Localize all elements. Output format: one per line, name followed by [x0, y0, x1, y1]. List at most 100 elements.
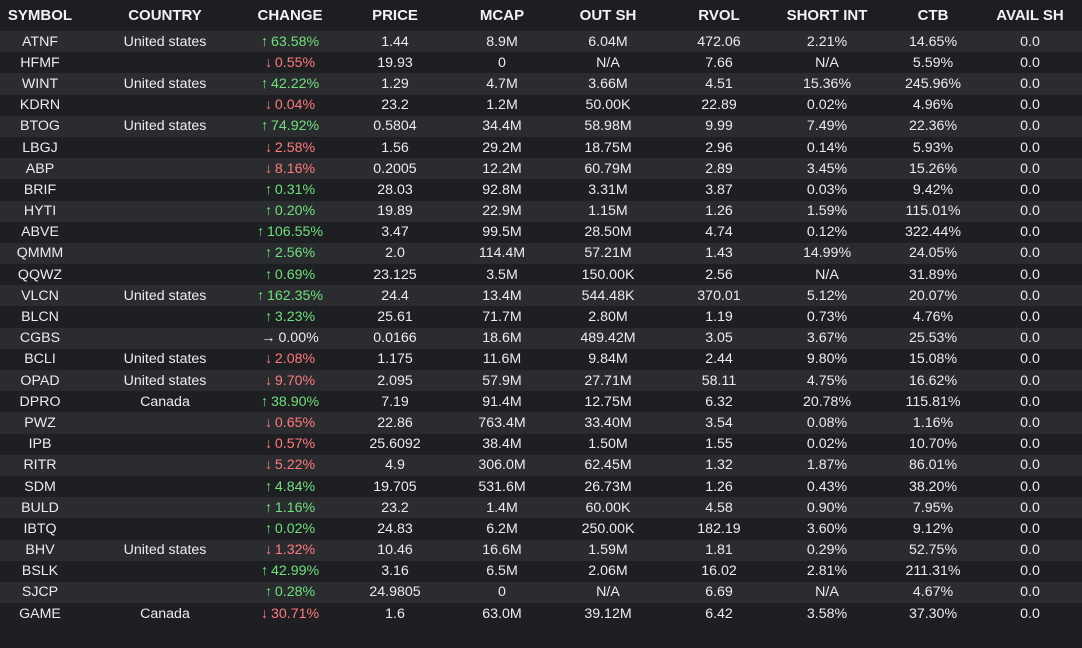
cell-change: ↓ 0.04% — [250, 94, 330, 116]
cell-ctb: 15.08% — [888, 348, 978, 370]
cell-out-sh: 18.75M — [544, 136, 672, 159]
cell-avail-sh: 0.0 — [978, 200, 1082, 222]
table-row[interactable]: IPB ↓ 0.57% 25.6092 38.4M 1.50M 1.55 0.02% 10.70… — [0, 433, 1082, 455]
cell-ctb: 25.53% — [888, 327, 978, 349]
table-row[interactable]: BCLI United states ↓ 2.08% 1.175 11.6M 9.84M 2.… — [0, 348, 1082, 370]
table-row[interactable]: BULD ↑ 1.16% 23.2 1.4M 60.00K 4.58 0.90% 7.95% 0.… — [0, 497, 1082, 519]
column-header-mcap[interactable]: MCAP — [460, 0, 544, 31]
cell-out-sh: 39.12M — [544, 603, 672, 625]
cell-change: ↓ 30.71% — [250, 603, 330, 625]
column-header-rvol[interactable]: RVOL — [672, 0, 766, 31]
cell-rvol: 6.42 — [672, 603, 766, 625]
table-row[interactable]: BHV United states ↓ 1.32% 10.46 16.6M 1.59M 1.8… — [0, 539, 1082, 561]
change-value: 4.84% — [274, 478, 316, 495]
arrow-up-icon: ↑ — [264, 584, 272, 601]
cell-mcap: 63.0M — [460, 603, 544, 625]
arrow-up-icon: ↑ — [264, 266, 272, 283]
change-value: 1.32% — [274, 542, 316, 559]
column-header-ctb[interactable]: CTB — [888, 0, 978, 31]
cell-short-int: 0.02% — [766, 433, 888, 455]
table-row[interactable]: SJCP ↑ 0.28% 24.9805 0 N/A 6.69 N/A 4.67% 0.0 — [0, 581, 1082, 604]
cell-change: ↑ 38.90% — [250, 391, 330, 413]
table-row[interactable]: WINT United states ↑ 42.22% 1.29 4.7M 3.66M 4.5… — [0, 73, 1082, 95]
table-row[interactable]: PWZ ↓ 0.65% 22.86 763.4M 33.40M 3.54 0.08% 1.16%… — [0, 412, 1082, 434]
change-value: 30.71% — [270, 605, 320, 622]
table-row[interactable]: SDM ↑ 4.84% 19.705 531.6M 26.73M 1.26 0.43% 38.2… — [0, 475, 1082, 498]
cell-mcap: 1.2M — [460, 94, 544, 116]
table-row[interactable]: DPRO Canada ↑ 38.90% 7.19 91.4M 12.75M 6.32 20.7… — [0, 391, 1082, 413]
cell-avail-sh: 0.0 — [978, 94, 1082, 116]
cell-price: 23.2 — [330, 497, 460, 519]
cell-rvol: 4.51 — [672, 73, 766, 95]
cell-change: ↑ 2.56% — [250, 242, 330, 265]
column-header-short-int[interactable]: SHORT INT — [766, 0, 888, 31]
table-row[interactable]: BRIF ↑ 0.31% 28.03 92.8M 3.31M 3.87 0.03% 9.42% 0… — [0, 179, 1082, 201]
table-row[interactable]: KDRN ↓ 0.04% 23.2 1.2M 50.00K 22.89 0.02% 4.96% 0… — [0, 94, 1082, 116]
cell-rvol: 16.02 — [672, 560, 766, 582]
cell-short-int: 3.67% — [766, 327, 888, 349]
cell-price: 2.095 — [330, 370, 460, 392]
change-value: 42.22% — [270, 75, 320, 92]
cell-symbol: RITR — [0, 454, 80, 476]
table-row[interactable]: QQWZ ↑ 0.69% 23.125 3.5M 150.00K 2.56 N/A 31.89%… — [0, 264, 1082, 286]
cell-country — [80, 475, 250, 498]
cell-short-int: 15.36% — [766, 73, 888, 95]
column-header-out-sh[interactable]: OUT SH — [544, 0, 672, 31]
cell-country: United states — [80, 348, 250, 370]
table-row[interactable]: BTOG United states ↑ 74.92% 0.5804 34.4M 58.98… — [0, 115, 1082, 137]
table-row[interactable]: IBTQ ↑ 0.02% 24.83 6.2M 250.00K 182.19 3.60% 9.1… — [0, 518, 1082, 540]
table-row[interactable]: HFMF ↓ 0.55% 19.93 0 N/A 7.66 N/A 5.59% 0.0 — [0, 52, 1082, 74]
cell-country — [80, 179, 250, 201]
cell-avail-sh: 0.0 — [978, 221, 1082, 243]
table-row[interactable]: QMMM ↑ 2.56% 2.0 114.4M 57.21M 1.43 14.99% 24.05… — [0, 242, 1082, 265]
table-row[interactable]: VLCN United states ↑ 162.35% 24.4 13.4M 544.48… — [0, 285, 1082, 307]
column-header-change[interactable]: CHANGE — [250, 0, 330, 31]
table-row[interactable]: OPAD United states ↓ 9.70% 2.095 57.9M 27.71M 5… — [0, 370, 1082, 392]
column-header-avail-sh[interactable]: AVAIL SH — [978, 0, 1082, 31]
arrow-up-icon: ↑ — [264, 181, 272, 198]
cell-short-int: 0.43% — [766, 475, 888, 498]
change-value: 2.56% — [274, 245, 316, 262]
change-value: 5.22% — [274, 457, 316, 474]
arrow-up-icon: ↑ — [264, 309, 272, 326]
arrow-down-icon: ↓ — [264, 54, 272, 71]
cell-mcap: 8.9M — [460, 31, 544, 53]
table-row[interactable]: ABP ↓ 8.16% 0.2005 12.2M 60.79M 2.89 3.45% 15.26… — [0, 158, 1082, 180]
cell-avail-sh: 0.0 — [978, 136, 1082, 159]
cell-out-sh: 27.71M — [544, 370, 672, 392]
cell-rvol: 472.06 — [672, 31, 766, 53]
cell-price: 1.44 — [330, 31, 460, 53]
table-row[interactable]: BSLK ↑ 42.99% 3.16 6.5M 2.06M 16.02 2.81% 211.31… — [0, 560, 1082, 582]
cell-ctb: 115.01% — [888, 200, 978, 222]
arrow-up-icon: ↑ — [260, 118, 268, 135]
table-row[interactable]: ATNF United states ↑ 63.58% 1.44 8.9M 6.04M 472… — [0, 31, 1082, 53]
table-row[interactable]: HYTI ↑ 0.20% 19.89 22.9M 1.15M 1.26 1.59% 115.01… — [0, 200, 1082, 222]
cell-price: 1.6 — [330, 603, 460, 625]
column-header-country[interactable]: COUNTRY — [80, 0, 250, 31]
cell-avail-sh: 0.0 — [978, 475, 1082, 498]
table-row[interactable]: GAME Canada ↓ 30.71% 1.6 63.0M 39.12M 6.42 3.58%… — [0, 603, 1082, 625]
change-value: 0.28% — [274, 584, 316, 601]
cell-country: United states — [80, 73, 250, 95]
column-header-symbol[interactable]: SYMBOL — [0, 0, 80, 31]
table-row[interactable]: ABVE ↑ 106.55% 3.47 99.5M 28.50M 4.74 0.12% 322.… — [0, 221, 1082, 243]
cell-short-int: 5.12% — [766, 285, 888, 307]
arrow-up-icon: ↑ — [264, 478, 272, 495]
cell-avail-sh: 0.0 — [978, 581, 1082, 604]
table-row[interactable]: BLCN ↑ 3.23% 25.61 71.7M 2.80M 1.19 0.73% 4.76% 0… — [0, 306, 1082, 328]
table-row[interactable]: RITR ↓ 5.22% 4.9 306.0M 62.45M 1.32 1.87% 86.01%… — [0, 454, 1082, 476]
arrow-up-icon: ↑ — [264, 520, 272, 537]
cell-short-int: 1.59% — [766, 200, 888, 222]
table-row[interactable]: LBGJ ↓ 2.58% 1.56 29.2M 18.75M 2.96 0.14% 5.93% 0… — [0, 136, 1082, 159]
cell-price: 23.2 — [330, 94, 460, 116]
cell-symbol: VLCN — [0, 285, 80, 307]
cell-country: United states — [80, 31, 250, 53]
table-row[interactable]: CGBS → 0.00% 0.0166 18.6M 489.42M 3.05 3.67% 25.… — [0, 327, 1082, 349]
cell-ctb: 5.93% — [888, 136, 978, 159]
cell-avail-sh: 0.0 — [978, 73, 1082, 95]
cell-price: 3.16 — [330, 560, 460, 582]
cell-ctb: 7.95% — [888, 497, 978, 519]
arrow-up-icon: ↑ — [256, 224, 265, 241]
column-header-price[interactable]: PRICE — [330, 0, 460, 31]
cell-change: ↑ 63.58% — [250, 31, 330, 53]
